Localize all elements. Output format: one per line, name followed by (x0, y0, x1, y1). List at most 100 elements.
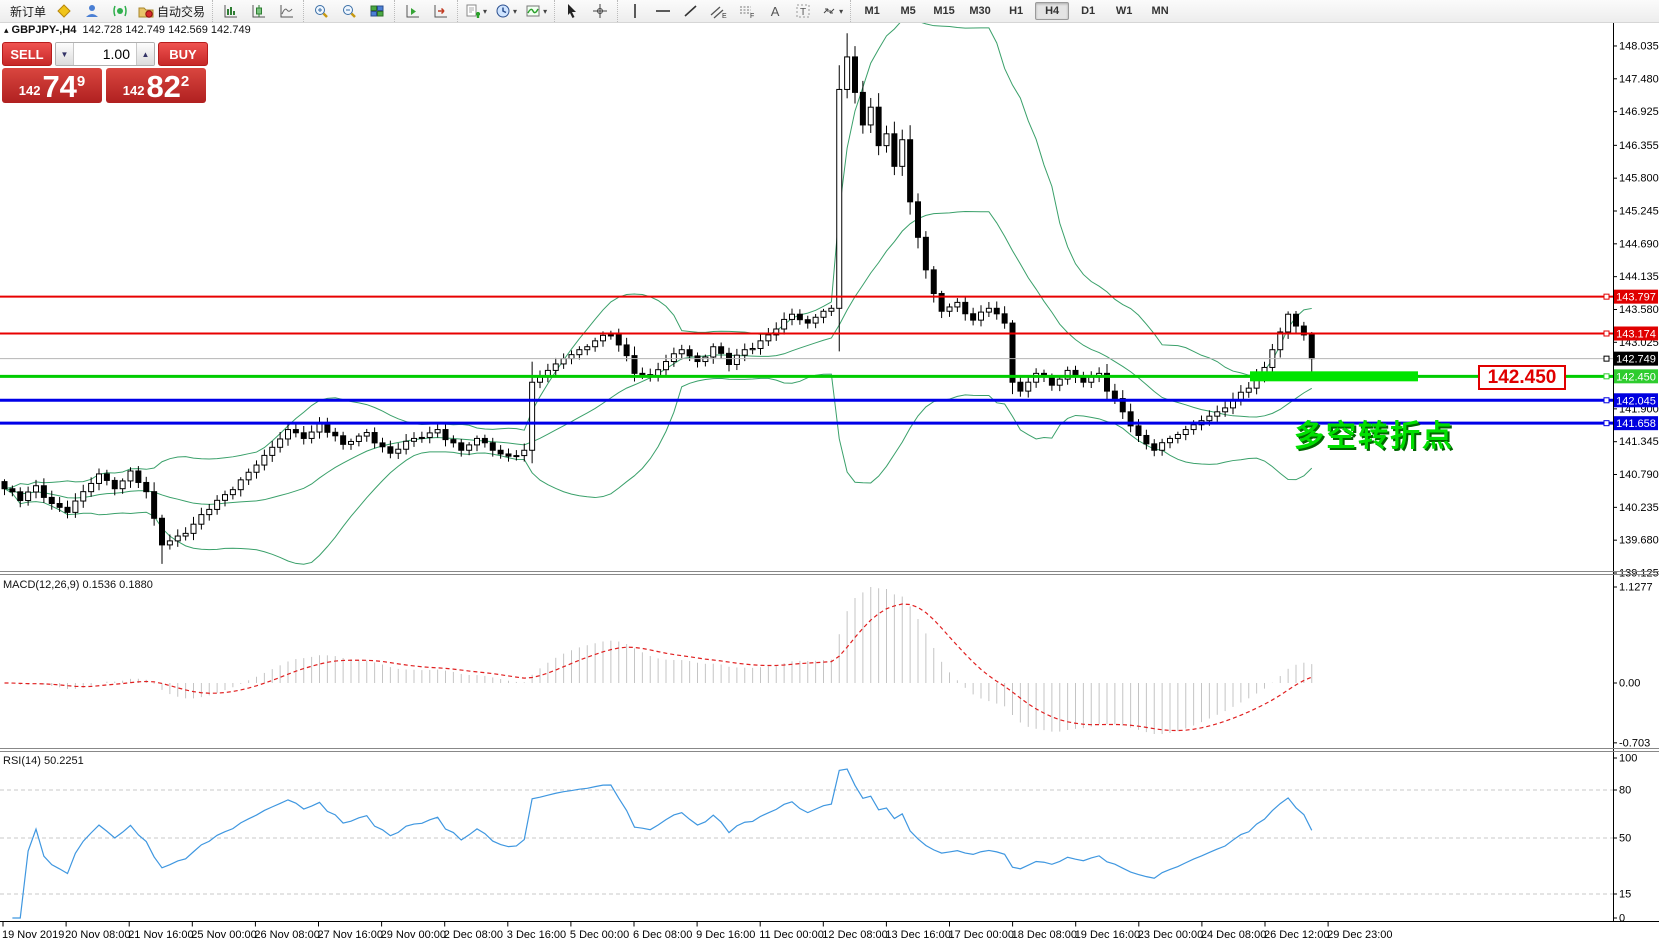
svg-text:15: 15 (1619, 889, 1631, 901)
svg-text:143.797: 143.797 (1616, 292, 1656, 304)
svg-text:5 Dec 00:00: 5 Dec 00:00 (570, 929, 629, 941)
sell-button[interactable]: SELL (2, 42, 52, 66)
zoom-out-icon[interactable] (336, 0, 362, 22)
toolbar-group-cursor (554, 0, 617, 22)
timeframe-mn[interactable]: MN (1151, 5, 1169, 17)
svg-text:11 Dec 00:00: 11 Dec 00:00 (759, 929, 824, 941)
price-callout-142450[interactable]: 142.450 (1478, 365, 1566, 390)
zoom-in-icon[interactable] (308, 0, 334, 22)
arrows-tool-button[interactable]: ▾ (818, 0, 846, 22)
chevron-down-icon: ▾ (543, 6, 548, 16)
svg-text:145.245: 145.245 (1619, 206, 1659, 218)
svg-text:100: 100 (1619, 753, 1637, 765)
timeframe-h1[interactable]: H1 (1009, 5, 1024, 17)
timeframe-h4[interactable]: H4 (1035, 2, 1070, 20)
svg-text:141.658: 141.658 (1616, 418, 1656, 430)
svg-text:9 Dec 16:00: 9 Dec 16:00 (696, 929, 755, 941)
svg-text:142.749: 142.749 (1616, 354, 1656, 366)
svg-text:1.1277: 1.1277 (1619, 582, 1653, 594)
toolbar-group-trade: 新订单 自动交易 (0, 0, 212, 22)
svg-text:2 Dec 08:00: 2 Dec 08:00 (444, 929, 503, 941)
svg-text:29 Dec 23:00: 29 Dec 23:00 (1327, 929, 1392, 941)
cursor-icon[interactable] (559, 0, 585, 22)
volume-decrease-button[interactable]: ▼ (56, 43, 74, 65)
new-chart-button[interactable]: ▾ (462, 0, 490, 22)
indicators-button[interactable]: ▾ (522, 0, 550, 22)
label-tool-icon[interactable]: T (790, 0, 816, 22)
auto-scroll-icon[interactable] (399, 0, 425, 22)
toolbar-group-drawings: E F A T ▾ (617, 0, 850, 22)
timeframe-d1[interactable]: D1 (1081, 5, 1096, 17)
equidistant-channel-icon[interactable]: E (706, 0, 732, 22)
signals-icon[interactable] (107, 0, 133, 22)
ohlc-values: 142.728 142.749 142.569 142.749 (82, 24, 251, 36)
svg-text:29 Nov 00:00: 29 Nov 00:00 (381, 929, 446, 941)
main-toolbar: 新订单 自动交易 ▾ ▾ ▾ (0, 0, 1659, 23)
metaeditor-icon[interactable] (51, 0, 77, 22)
chevron-down-icon: ▾ (839, 6, 844, 16)
trend-annotation[interactable]: 多空转折点 (1294, 420, 1454, 453)
svg-text:144.135: 144.135 (1619, 271, 1659, 283)
timeframe-m1[interactable]: M1 (864, 5, 880, 17)
text-tool-icon[interactable]: A (770, 3, 780, 19)
timeframe-w1[interactable]: W1 (1115, 5, 1133, 17)
profiles-button[interactable]: ▾ (492, 0, 520, 22)
new-order-button[interactable]: 新订单 (10, 4, 47, 19)
svg-text:148.035: 148.035 (1619, 40, 1659, 52)
timeframe-m15[interactable]: M15 (933, 5, 955, 17)
svg-text:143.580: 143.580 (1619, 304, 1659, 316)
sell-price-integer: 142 (18, 83, 41, 98)
buy-button[interactable]: BUY (158, 42, 208, 66)
macd-label: MACD(12,26,9) 0.1536 0.1880 (3, 579, 153, 591)
svg-text:17 Dec 00:00: 17 Dec 00:00 (949, 929, 1014, 941)
chevron-down-icon: ▾ (513, 6, 518, 16)
svg-text:F: F (750, 13, 754, 19)
svg-text:18 Dec 08:00: 18 Dec 08:00 (1012, 929, 1077, 941)
svg-text:26 Nov 08:00: 26 Nov 08:00 (254, 929, 319, 941)
virtual-hosting-icon[interactable] (79, 0, 105, 22)
toolbar-group-objects: ▾ ▾ ▾ (457, 0, 554, 22)
autotrading-button[interactable]: 自动交易 (135, 0, 208, 22)
svg-text:139.125: 139.125 (1619, 568, 1659, 580)
svg-text:T: T (800, 7, 806, 18)
sell-price-pips: 74 (42, 69, 77, 104)
svg-text:21 Nov 16:00: 21 Nov 16:00 (128, 929, 193, 941)
svg-text:146.355: 146.355 (1619, 140, 1659, 152)
svg-text:142.045: 142.045 (1616, 395, 1656, 407)
svg-text:20 Nov 08:00: 20 Nov 08:00 (65, 929, 130, 941)
tile-windows-icon[interactable] (364, 0, 390, 22)
svg-text:146.925: 146.925 (1619, 106, 1659, 118)
svg-text:19 Nov 2019: 19 Nov 2019 (2, 929, 64, 941)
svg-text:140.235: 140.235 (1619, 502, 1659, 514)
chevron-down-icon: ▾ (483, 6, 488, 16)
chart-shift-icon[interactable] (427, 0, 453, 22)
vertical-line-icon[interactable] (622, 0, 648, 22)
sell-price-display[interactable]: 142 74 9 (2, 68, 102, 103)
volume-control: ▼ ▲ (55, 42, 155, 66)
bar-chart-icon[interactable] (217, 0, 243, 22)
toolbar-group-chart-type (212, 0, 303, 22)
svg-text:19 Dec 16:00: 19 Dec 16:00 (1075, 929, 1140, 941)
timeframe-m30[interactable]: M30 (969, 5, 991, 17)
fibonacci-icon[interactable]: F (734, 0, 760, 22)
line-chart-icon[interactable] (273, 0, 299, 22)
volume-increase-button[interactable]: ▲ (136, 43, 154, 65)
buy-price-pips: 82 (146, 69, 181, 104)
horizontal-line-icon[interactable] (650, 0, 676, 22)
buy-price-display[interactable]: 142 82 2 (106, 68, 206, 103)
chart-marker-icon: ▴ (4, 25, 9, 35)
crosshair-icon[interactable] (587, 0, 613, 22)
svg-text:80: 80 (1619, 785, 1631, 797)
timeframe-m5[interactable]: M5 (900, 5, 916, 17)
svg-text:E: E (722, 13, 727, 19)
svg-text:24 Dec 08:00: 24 Dec 08:00 (1201, 929, 1266, 941)
svg-text:147.480: 147.480 (1619, 73, 1659, 85)
svg-text:139.680: 139.680 (1619, 535, 1659, 547)
buy-price-point: 2 (180, 73, 190, 90)
trendline-icon[interactable] (678, 0, 704, 22)
candlestick-chart-icon[interactable] (245, 0, 271, 22)
volume-input[interactable] (74, 43, 136, 65)
